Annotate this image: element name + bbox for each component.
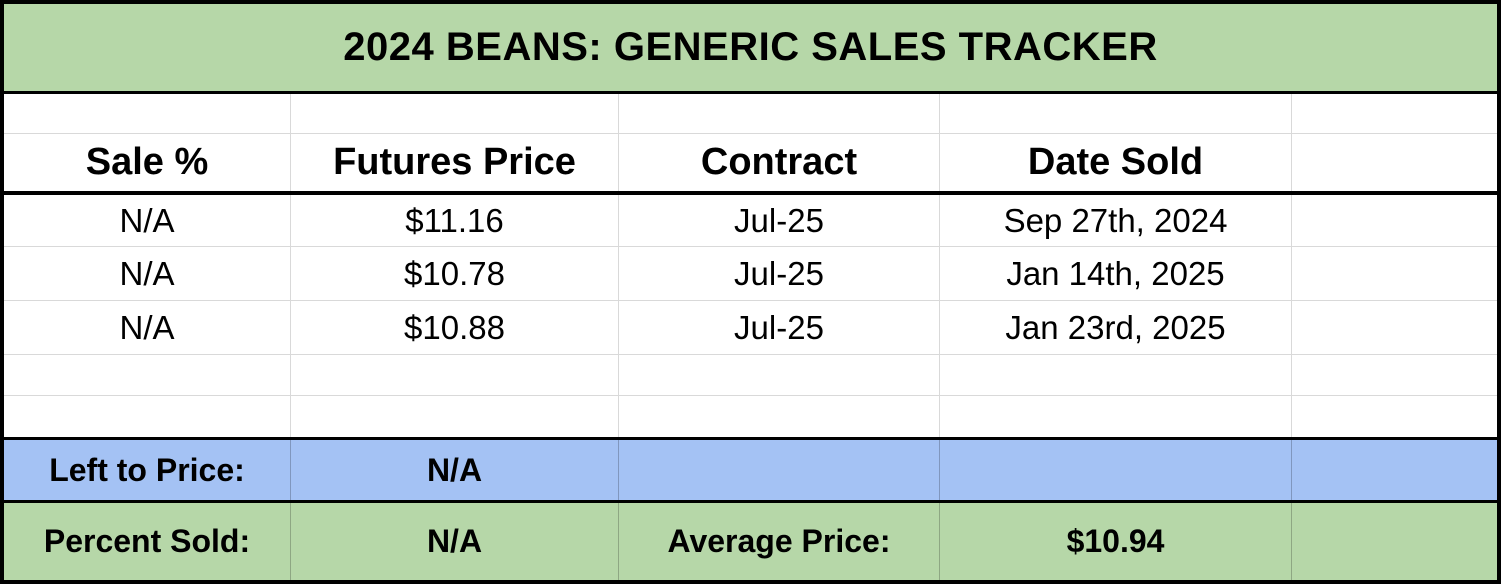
empty-row — [4, 396, 1497, 437]
cell-futures-price: $10.78 — [291, 247, 619, 300]
column-header-row: Sale % Futures Price Contract Date Sold — [4, 134, 1497, 195]
cell-empty — [1292, 301, 1497, 354]
cell-sale-percent: N/A — [4, 247, 291, 300]
cell-empty — [291, 355, 619, 395]
cell-empty — [619, 355, 940, 395]
title-banner: 2024 BEANS: GENERIC SALES TRACKER — [4, 4, 1497, 94]
cell-contract: Jul-25 — [619, 195, 940, 246]
cell-empty — [1292, 195, 1497, 246]
average-price-value: $10.94 — [940, 503, 1292, 580]
table-row: N/A $11.16 Jul-25 Sep 27th, 2024 — [4, 195, 1497, 247]
cell-empty — [1292, 440, 1497, 500]
page-title: 2024 BEANS: GENERIC SALES TRACKER — [343, 25, 1158, 69]
column-header-sale-percent: Sale % — [4, 134, 291, 191]
column-header-contract: Contract — [619, 134, 940, 191]
spacer-cell — [940, 94, 1292, 133]
spacer-cell — [291, 94, 619, 133]
average-price-label: Average Price: — [619, 503, 940, 580]
table-row: N/A $10.78 Jul-25 Jan 14th, 2025 — [4, 247, 1497, 301]
percent-sold-value: N/A — [291, 503, 619, 580]
left-to-price-label: Left to Price: — [4, 440, 291, 500]
cell-empty — [940, 355, 1292, 395]
column-header-futures-price: Futures Price — [291, 134, 619, 191]
cell-empty — [1292, 503, 1497, 580]
percent-sold-label: Percent Sold: — [4, 503, 291, 580]
column-header-empty — [1292, 134, 1497, 191]
cell-date-sold: Jan 23rd, 2025 — [940, 301, 1292, 354]
cell-date-sold: Sep 27th, 2024 — [940, 195, 1292, 246]
column-header-date-sold: Date Sold — [940, 134, 1292, 191]
percent-sold-row: Percent Sold: N/A Average Price: $10.94 — [4, 503, 1497, 580]
cell-empty — [940, 440, 1292, 500]
left-to-price-row: Left to Price: N/A — [4, 437, 1497, 503]
cell-empty — [4, 396, 291, 437]
cell-sale-percent: N/A — [4, 195, 291, 246]
cell-futures-price: $11.16 — [291, 195, 619, 246]
cell-empty — [940, 396, 1292, 437]
cell-contract: Jul-25 — [619, 301, 940, 354]
cell-empty — [619, 440, 940, 500]
spacer-cell — [619, 94, 940, 133]
table-row: N/A $10.88 Jul-25 Jan 23rd, 2025 — [4, 301, 1497, 355]
cell-empty — [619, 396, 940, 437]
spacer-cell — [4, 94, 291, 133]
spacer-row — [4, 94, 1497, 134]
cell-contract: Jul-25 — [619, 247, 940, 300]
spacer-cell — [1292, 94, 1497, 133]
cell-empty — [291, 396, 619, 437]
empty-row — [4, 355, 1497, 396]
cell-empty — [1292, 247, 1497, 300]
cell-futures-price: $10.88 — [291, 301, 619, 354]
cell-empty — [4, 355, 291, 395]
cell-empty — [1292, 396, 1497, 437]
cell-date-sold: Jan 14th, 2025 — [940, 247, 1292, 300]
cell-empty — [1292, 355, 1497, 395]
cell-sale-percent: N/A — [4, 301, 291, 354]
left-to-price-value: N/A — [291, 440, 619, 500]
